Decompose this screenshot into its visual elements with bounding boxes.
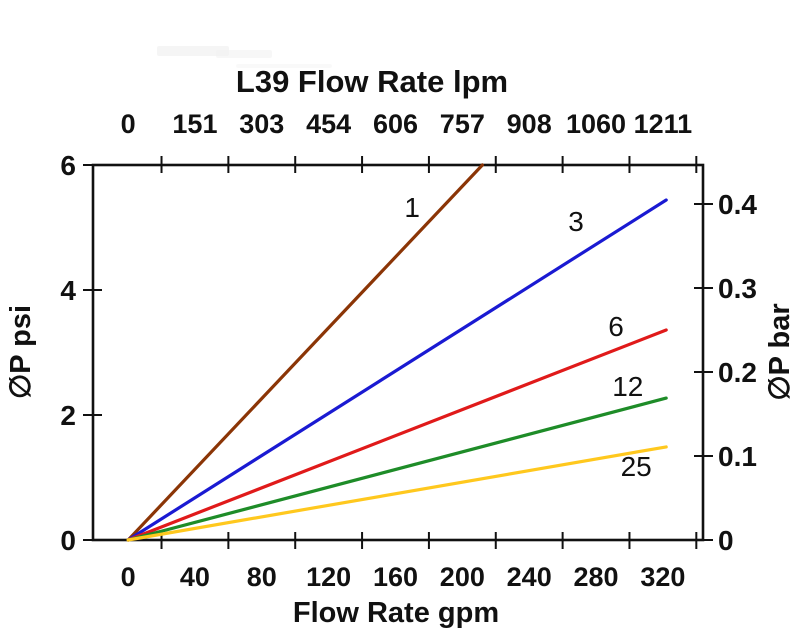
series-label-25: 25 [621, 451, 652, 482]
x-tick-label: 320 [640, 562, 685, 592]
top-tick-label: 303 [239, 109, 284, 139]
x-tick-label: 80 [247, 562, 277, 592]
right-tick-label: 0.2 [718, 357, 757, 388]
series-line-25 [126, 445, 668, 542]
x-tick-label: 120 [306, 562, 351, 592]
top-tick-label: 151 [172, 109, 217, 139]
left-tick-label: 0 [60, 525, 76, 556]
right-tick-label: 0.1 [718, 441, 757, 472]
left-tick-label: 6 [60, 150, 76, 181]
series-line-6 [126, 328, 668, 542]
series-line-3 [126, 198, 668, 542]
x-tick-label: 160 [373, 562, 418, 592]
x-axis-title: Flow Rate gpm [293, 597, 499, 629]
chart-title: L39 Flow Rate lpm [236, 64, 508, 99]
series-label-6: 6 [608, 311, 624, 342]
artifact-smudge [157, 46, 229, 56]
right-tick-label: 0 [718, 525, 734, 556]
right-tick-label: 0.3 [718, 273, 757, 304]
series-label-12: 12 [612, 371, 643, 402]
series-label-1: 1 [404, 192, 420, 223]
artifact-smudge [216, 50, 272, 58]
right-tick-label: 0.4 [718, 189, 757, 220]
left-tick-label: 2 [60, 400, 76, 431]
left-tick-label: 4 [60, 275, 76, 306]
y-axis-title-left: ∅P psi [5, 305, 37, 399]
top-tick-label: 908 [507, 109, 552, 139]
top-tick-label: 1060 [566, 109, 626, 139]
series-label-3: 3 [568, 206, 584, 237]
x-tick-label: 280 [574, 562, 619, 592]
x-tick-label: 200 [440, 562, 485, 592]
x-tick-label: 240 [507, 562, 552, 592]
series-line-12 [126, 396, 668, 542]
top-tick-label: 1211 [634, 109, 693, 139]
top-tick-label: 757 [440, 109, 485, 139]
top-tick-label: 0 [121, 109, 136, 139]
x-tick-label: 0 [121, 562, 136, 592]
x-tick-label: 40 [180, 562, 210, 592]
artifact-smudge [236, 64, 332, 68]
series-line-1 [126, 163, 484, 542]
top-tick-label: 454 [306, 109, 351, 139]
plot-box [91, 163, 705, 542]
top-tick-label: 606 [373, 109, 418, 139]
y-axis-title-right: ∅P bar [764, 303, 796, 400]
